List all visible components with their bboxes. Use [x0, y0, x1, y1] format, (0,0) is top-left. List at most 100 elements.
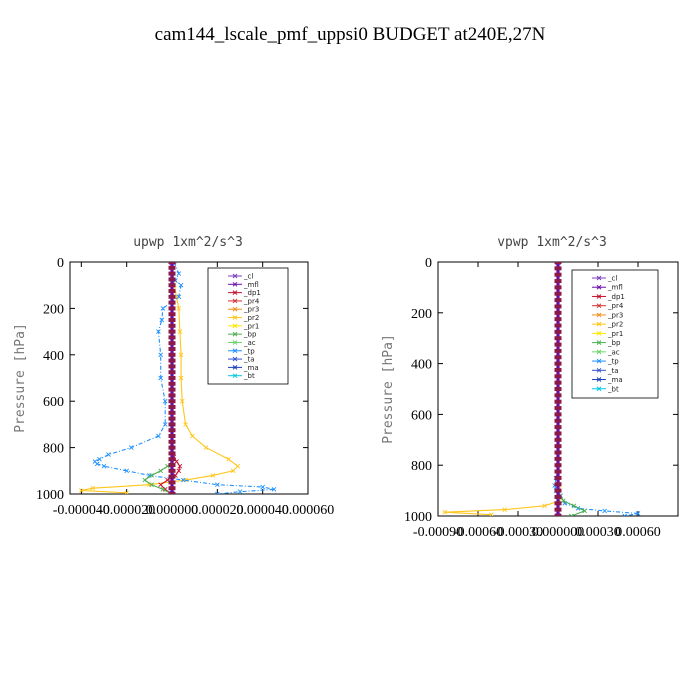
y-tick-label: 0 — [57, 256, 64, 271]
data-point — [569, 513, 574, 516]
legend-label: _cl — [243, 273, 253, 281]
data-point — [168, 265, 176, 270]
data-point — [162, 422, 168, 427]
legend-marker — [596, 349, 602, 355]
data-point — [97, 456, 102, 462]
data-point — [156, 329, 161, 334]
legend: _cl_mfl_dp1_pr4_pr3_pr2_pr1_bp_ac_tp_ta_… — [207, 267, 289, 385]
data-point — [554, 431, 562, 436]
legend-label: _bp — [607, 339, 621, 347]
legend-marker — [232, 356, 238, 362]
data-point — [142, 477, 148, 483]
legend-label: _ma — [607, 376, 623, 384]
data-point — [168, 262, 176, 264]
data-point — [178, 282, 184, 288]
data-point — [554, 514, 562, 516]
legend-label: _ac — [607, 348, 620, 356]
y-tick-label: 200 — [43, 302, 64, 317]
legend-marker — [232, 348, 238, 354]
data-point — [554, 507, 562, 512]
data-point — [271, 487, 277, 492]
data-point — [106, 452, 111, 457]
data-point — [554, 298, 562, 303]
legend-marker — [596, 331, 602, 336]
legend-marker — [232, 306, 238, 312]
data-point — [168, 352, 176, 357]
data-point — [489, 512, 494, 516]
x-tick-label: 0.000040 — [236, 503, 289, 518]
legend-label: _mfl — [607, 284, 623, 292]
legend-label: _pr3 — [243, 306, 259, 314]
legend-marker — [232, 331, 238, 337]
data-point — [554, 494, 562, 499]
data-point — [168, 312, 176, 317]
data-point — [168, 451, 176, 456]
legend-box — [571, 269, 659, 399]
legend-marker — [596, 294, 602, 299]
data-point — [159, 317, 165, 323]
x-tick-label: 0.000060 — [282, 503, 335, 518]
data-point — [215, 482, 220, 488]
data-point — [168, 486, 176, 491]
data-point — [168, 329, 176, 334]
x-tick-label: 0.000020 — [191, 503, 244, 518]
data-point — [176, 271, 182, 276]
data-point — [554, 444, 562, 449]
data-point — [168, 439, 176, 444]
data-point — [554, 406, 562, 411]
y-tick-label: 1000 — [36, 488, 64, 503]
y-tick-label: 400 — [411, 358, 432, 373]
data-point — [554, 285, 562, 290]
data-point — [176, 468, 182, 474]
legend-label: _tp — [243, 347, 255, 355]
data-point — [168, 294, 176, 299]
data-point — [168, 492, 176, 494]
legend-label: _cl — [607, 275, 617, 283]
data-point — [554, 348, 562, 353]
data-point — [260, 484, 265, 490]
legend-marker — [596, 340, 602, 345]
data-point — [554, 450, 562, 455]
data-point — [149, 473, 154, 478]
data-point — [554, 291, 562, 296]
data-point — [168, 318, 176, 322]
data-point — [168, 306, 176, 311]
legend-marker — [596, 312, 602, 318]
data-point — [158, 352, 163, 358]
legend-marker — [596, 367, 602, 373]
figure-title: cam144_lscale_pmf_uppsi0 BUDGET at240E,2… — [155, 24, 546, 45]
y-tick-label: 600 — [411, 408, 432, 423]
data-point — [554, 336, 562, 341]
data-point — [79, 488, 84, 493]
data-point — [168, 335, 176, 340]
data-point — [622, 513, 627, 516]
legend-marker — [596, 386, 602, 392]
data-point — [442, 509, 447, 515]
x-tick-label: -0.000020 — [98, 503, 155, 518]
data-point — [168, 370, 176, 375]
data-point — [554, 279, 562, 284]
data-point — [554, 355, 562, 360]
data-point — [554, 387, 562, 391]
legend-marker — [232, 373, 238, 379]
data-point — [554, 310, 562, 315]
legend-marker — [596, 275, 602, 281]
data-point — [181, 477, 186, 483]
series-group — [79, 262, 277, 494]
data-point — [554, 469, 562, 474]
data-point — [179, 398, 185, 404]
data-point — [554, 367, 562, 372]
legend-marker — [232, 298, 238, 304]
data-point — [176, 306, 182, 311]
data-point — [554, 380, 562, 385]
data-point — [168, 474, 176, 479]
data-point — [542, 503, 547, 509]
legend-label: _pr3 — [607, 311, 623, 319]
legend: _cl_mfl_dp1_pr4_pr3_pr2_pr1_bp_ac_tp_ta_… — [571, 269, 659, 399]
data-point — [183, 422, 188, 427]
legend-label: _pr1 — [243, 322, 259, 330]
data-point — [178, 352, 184, 358]
data-point — [156, 433, 161, 439]
data-point — [158, 468, 163, 474]
data-point — [101, 463, 107, 469]
